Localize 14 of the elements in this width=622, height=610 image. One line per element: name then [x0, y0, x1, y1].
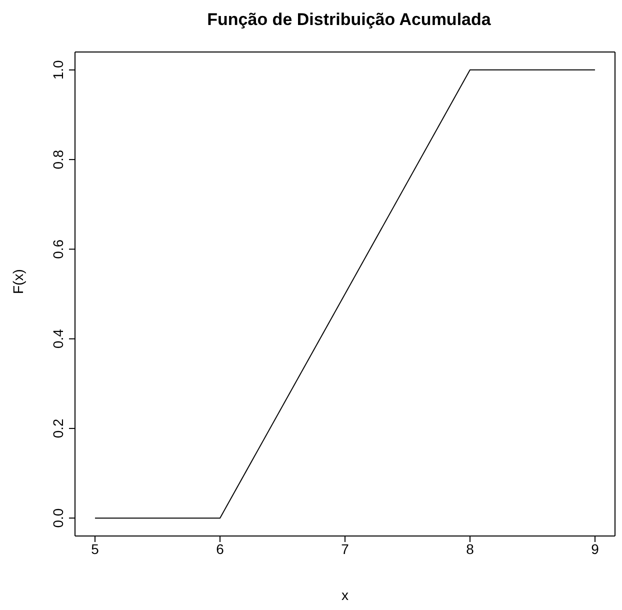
y-tick-label: 0.0 — [50, 508, 66, 528]
y-tick-label: 1.0 — [50, 60, 66, 80]
x-tick-label: 5 — [91, 540, 100, 557]
x-tick-label: 7 — [341, 540, 350, 557]
y-tick-label: 0.4 — [50, 328, 66, 349]
y-axis-title: F(x) — [10, 269, 26, 294]
y-tick-label: 0.6 — [50, 239, 66, 259]
x-tick-label: 6 — [216, 540, 224, 557]
y-tick-label: 0.2 — [50, 418, 66, 438]
chart-title: Função de Distribuição Acumulada — [206, 10, 492, 30]
y-tick-label: 0.8 — [50, 150, 66, 170]
x-axis-title: x — [342, 587, 348, 603]
x-tick-label: 8 — [466, 540, 474, 557]
x-tick-label: 9 — [591, 540, 600, 557]
